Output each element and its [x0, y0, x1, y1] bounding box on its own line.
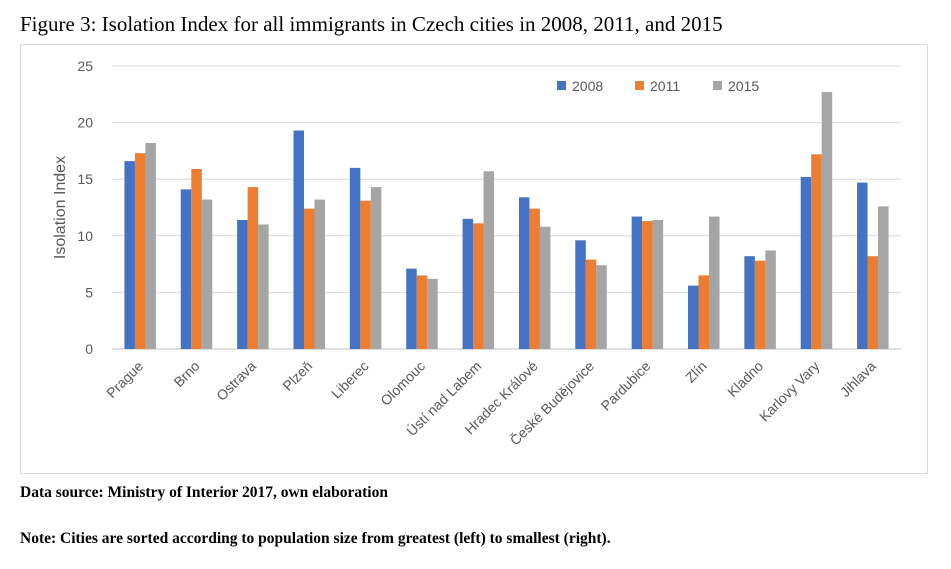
bar-2008 — [688, 285, 699, 349]
legend-label-2015: 2015 — [728, 78, 759, 94]
bar-2011 — [304, 208, 315, 349]
y-tick-label: 25 — [77, 58, 93, 74]
bar-2011 — [191, 169, 202, 349]
legend-label-2008: 2008 — [572, 78, 603, 94]
bar-2011 — [754, 260, 766, 349]
bar-2011 — [247, 187, 259, 349]
x-tick-label: Ostrava — [213, 358, 259, 404]
x-tick-label: Liberec — [328, 358, 372, 402]
bar-2008 — [518, 197, 530, 349]
bar-2015 — [821, 92, 833, 349]
bar-2008 — [800, 176, 812, 349]
bar-2008 — [744, 256, 755, 349]
bar-2015 — [765, 250, 776, 349]
bar-2015 — [878, 206, 889, 349]
bar-2008 — [237, 219, 248, 349]
legend-swatch-2011 — [635, 81, 644, 90]
bar-2008 — [631, 216, 643, 349]
x-tick-label: Kladno — [724, 358, 766, 400]
x-tick-label: Plzeň — [279, 358, 315, 394]
bar-2008 — [293, 130, 304, 349]
legend-swatch-2008 — [557, 81, 566, 90]
bar-2011 — [642, 221, 653, 349]
bar-2008 — [462, 218, 474, 349]
bar-2015 — [652, 219, 664, 349]
bar-2015 — [145, 142, 156, 349]
y-tick-label: 10 — [77, 228, 93, 244]
bar-2011 — [134, 153, 146, 349]
bar-2015 — [539, 226, 551, 349]
y-tick-label: 20 — [77, 115, 93, 131]
bar-2008 — [575, 240, 586, 349]
x-tick-label: Karlovy Vary — [756, 358, 823, 425]
bar-2008 — [857, 182, 868, 349]
x-tick-label: Olomouc — [377, 358, 428, 409]
bar-2011 — [811, 154, 822, 349]
y-tick-label: 15 — [77, 171, 93, 187]
bar-2015 — [258, 224, 269, 349]
bar-2011 — [698, 275, 709, 349]
bar-2008 — [349, 167, 361, 349]
bar-2008 — [180, 189, 192, 349]
figure-title: Figure 3: Isolation Index for all immigr… — [20, 12, 723, 36]
sorting-note: Note: Cities are sorted according to pop… — [20, 530, 611, 547]
bar-2015 — [370, 187, 382, 349]
bar-2011 — [360, 200, 371, 349]
bar-2011 — [473, 223, 484, 349]
bar-2011 — [416, 275, 428, 349]
x-tick-label: Jihlava — [837, 358, 879, 400]
y-axis-title: Isolation Index — [52, 156, 69, 259]
data-source-note: Data source: Ministry of Interior 2017, … — [20, 484, 388, 501]
x-tick-label: Prague — [103, 358, 146, 401]
bar-chart: 0 5 10 15 20 25 Isolation Index Prague Brno Ostra… — [52, 58, 901, 448]
y-tick-label: 5 — [85, 284, 93, 300]
bar-2011 — [529, 208, 540, 349]
legend-label-2011: 2011 — [650, 78, 680, 94]
bar-2011 — [585, 259, 597, 349]
bar-2015 — [709, 216, 720, 349]
bar-2015 — [314, 199, 325, 349]
bar-2015 — [201, 199, 213, 349]
bar-2008 — [124, 161, 135, 349]
bar-2015 — [596, 265, 607, 349]
y-tick-label: 0 — [85, 341, 93, 357]
bar-2015 — [427, 278, 438, 349]
bar-2015 — [483, 171, 495, 349]
x-tick-label: Pardubice — [598, 358, 654, 414]
x-tick-label: Brno — [170, 358, 202, 390]
bar-2011 — [867, 256, 879, 349]
chart-frame: 0 5 10 15 20 25 Isolation Index Prague Brno Ostra… — [20, 44, 928, 474]
bar-2008 — [406, 268, 417, 349]
x-tick-label: Zlín — [682, 358, 710, 386]
legend-swatch-2015 — [713, 81, 722, 90]
